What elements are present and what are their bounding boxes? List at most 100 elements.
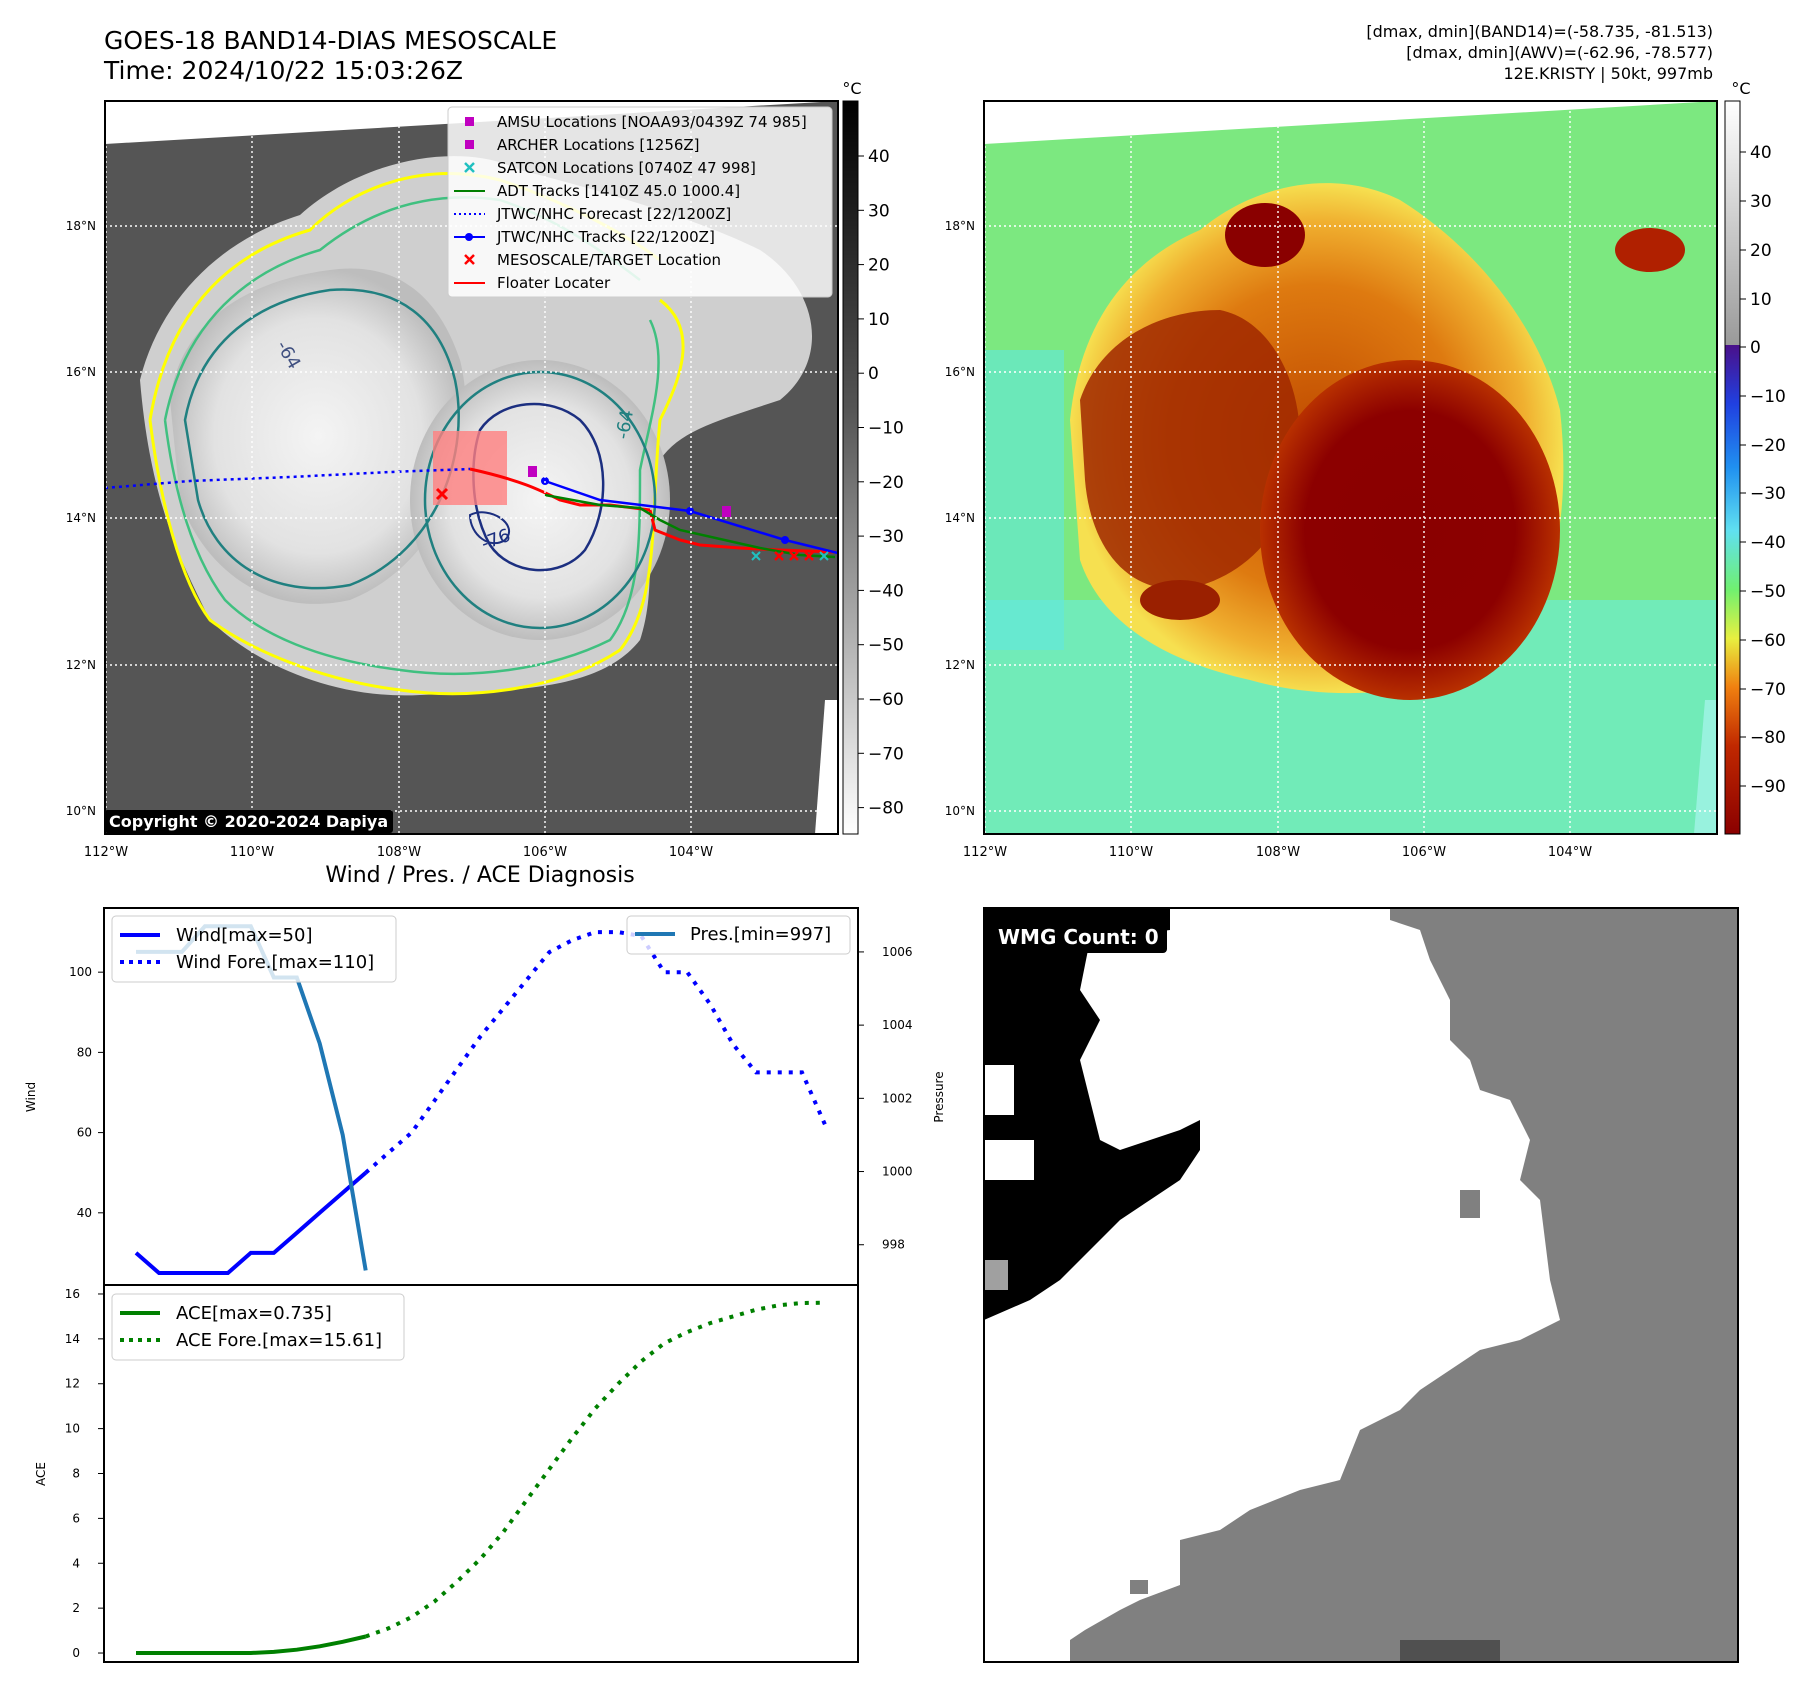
- lon-label: 108°W: [1256, 845, 1300, 860]
- wmg-black-region: [984, 908, 1200, 1320]
- wmg-frame: [983, 907, 1739, 1663]
- legend-amsu-marker: [465, 117, 474, 126]
- ir-nodata-right: [815, 700, 838, 834]
- ace-legend: ACE[max=0.735] ACE Fore.[max=15.61]: [111, 1293, 405, 1361]
- colorbar-tick-label: 10: [868, 310, 890, 330]
- legend-wind-fore-label: Wind Fore.[max=110]: [176, 952, 374, 973]
- colorbar-tick-label: −80: [1750, 728, 1786, 748]
- y-tick-label: 60: [77, 1126, 92, 1140]
- awv-cool-west: [984, 350, 1064, 650]
- lon-label: 104°W: [1548, 845, 1592, 860]
- y-tick-label: 4: [72, 1556, 80, 1570]
- wmg-white-notch: [984, 1065, 1014, 1115]
- colorbar-tick-label: −50: [1750, 582, 1786, 602]
- y-tick-label: 100: [69, 965, 92, 979]
- ace-series-group: [136, 1300, 826, 1655]
- ir-colorbar-ticks: 40 30 20 10 0 −10 −20 −30 −40 −50 −60 −70 −80: [858, 147, 904, 819]
- archer-location-marker: [528, 466, 537, 477]
- colorbar-tick-label: −40: [868, 581, 904, 601]
- lat-label: 14°N: [66, 511, 96, 525]
- wmg-count-badge: WMG Count: 0: [990, 921, 1167, 953]
- storm-summary: 12E.KRISTY | 50kt, 997mb: [1503, 64, 1714, 83]
- lon-label: 106°W: [1402, 845, 1446, 860]
- pressure-legend: Pres.[min=997]: [626, 915, 851, 955]
- colorbar-tick-label: −60: [868, 690, 904, 710]
- floater-locater-track: [469, 467, 651, 512]
- awv-map-panel: [984, 101, 1717, 834]
- lat-label: 18°N: [66, 219, 96, 233]
- legend-box: [447, 106, 833, 298]
- wind-y-ticks: 40 60 80 100: [69, 965, 104, 1220]
- wmg-light-gray-cell: [984, 1260, 1008, 1290]
- y-tick-label: 10: [65, 1422, 80, 1436]
- awv-ne-cell: [1615, 228, 1685, 272]
- colorbar-tick-label: −70: [868, 744, 904, 764]
- lon-label: 112°W: [84, 845, 128, 860]
- legend-pressure-label: Pres.[min=997]: [690, 924, 831, 945]
- pressure-y-ticks: 998 1000 1002 1004 1006: [858, 945, 913, 1252]
- diagnosis-chart: 40 60 80 100 998 1000 1002 1004 1006 0 2 4 6 8 10 12 1…: [24, 907, 946, 1663]
- wmg-white-notch: [984, 1140, 1034, 1180]
- awv-colorbar-frame: [1724, 100, 1741, 835]
- colorbar-tick-label: −30: [868, 527, 904, 547]
- mesoscale-target-marker: [435, 487, 449, 501]
- lon-label: 110°W: [230, 845, 274, 860]
- awv-colorbar-cold: [1725, 345, 1740, 834]
- colorbar-tick-label: −10: [868, 419, 904, 439]
- y-tick-label: 40: [77, 1206, 92, 1220]
- y-tick-label: 12: [65, 1377, 80, 1391]
- colorbar-tick-label: 40: [1750, 143, 1772, 163]
- satcon-marker-cluster: [751, 551, 829, 561]
- colorbar-tick-label: −50: [868, 636, 904, 656]
- wmg-gray-cell: [1130, 1580, 1148, 1594]
- lon-label: 108°W: [377, 845, 421, 860]
- ace-legend-box: [111, 1293, 405, 1361]
- amsu-location-marker: [722, 506, 731, 517]
- colorbar-tick-label: −70: [1750, 680, 1786, 700]
- y-tick-label: 6: [72, 1511, 80, 1525]
- figure-title-line2: Time: 2024/10/22 15:03:26Z: [104, 56, 463, 85]
- stats-line1: [dmax, dmin](BAND14)=(-58.735, -81.513): [1366, 22, 1713, 41]
- ir-lat-labels: 18°N 16°N 14°N 12°N 10°N: [66, 219, 96, 818]
- ir-colorbar: [842, 100, 859, 835]
- colorbar-tick-label: −90: [1750, 777, 1786, 797]
- awv-north-cell: [1225, 203, 1305, 267]
- legend-amsu-label: AMSU Locations [NOAA93/0439Z 74 985]: [497, 113, 807, 131]
- awv-sw-cell: [1140, 580, 1220, 620]
- awv-colorbar-warm: [1725, 101, 1740, 345]
- legend-wind-label: Wind[max=50]: [176, 925, 313, 946]
- lat-label: 12°N: [945, 658, 975, 672]
- lat-label: 16°N: [66, 365, 96, 379]
- series-line-0: [134, 1171, 368, 1275]
- colorbar-tick-label: 40: [868, 147, 890, 167]
- y-tick-label: 0: [72, 1646, 80, 1660]
- ir-contour-navy-inner: [468, 511, 510, 545]
- y-tick-label: 16: [65, 1287, 80, 1301]
- y2-tick-label: 998: [882, 1238, 905, 1252]
- awv-lat-labels: 18°N 16°N 14°N 12°N 10°N: [945, 219, 975, 818]
- ir-west-core: [170, 268, 466, 604]
- stats-line2: [dmax, dmin](AWV)=(-62.96, -78.577): [1406, 43, 1713, 62]
- legend-satcon-marker: [464, 162, 475, 173]
- colorbar-tick-label: 30: [868, 201, 890, 221]
- y2-tick-label: 1006: [882, 945, 913, 959]
- jtwc-forecast-track: [105, 467, 471, 490]
- colorbar-tick-label: 0: [868, 364, 879, 384]
- awv-colorbar-unit: °C: [1731, 79, 1750, 98]
- legend-tracks-dot: [465, 233, 473, 241]
- legend-forecast-label: JTWC/NHC Forecast [22/1200Z]: [496, 205, 731, 223]
- ir-lon-labels: 112°W 110°W 108°W 106°W 104°W: [84, 845, 713, 860]
- series-line-1: [364, 930, 827, 1175]
- map-legend: AMSU Locations [NOAA93/0439Z 74 985] ARC…: [447, 106, 833, 298]
- colorbar-tick-label: −40: [1750, 533, 1786, 553]
- legend-ace-fore-label: ACE Fore.[max=15.61]: [176, 1330, 382, 1351]
- awv-east-core: [1260, 360, 1560, 700]
- awv-colorbar-ticks: 40 30 20 10 0 −10 −20 −30 −40 −50 −60 −70 −80 −90: [1740, 143, 1786, 797]
- y-tick-label: 80: [77, 1045, 92, 1059]
- legend-satcon-label: SATCON Locations [0740Z 47 998]: [497, 159, 756, 177]
- awv-west-core: [1080, 310, 1300, 590]
- ir-contour-teal-west: [183, 288, 460, 590]
- copyright-badge: Copyright © 2020-2024 Dapiya: [104, 810, 394, 833]
- colorbar-tick-label: 20: [1750, 241, 1772, 261]
- lat-label: 10°N: [66, 804, 96, 818]
